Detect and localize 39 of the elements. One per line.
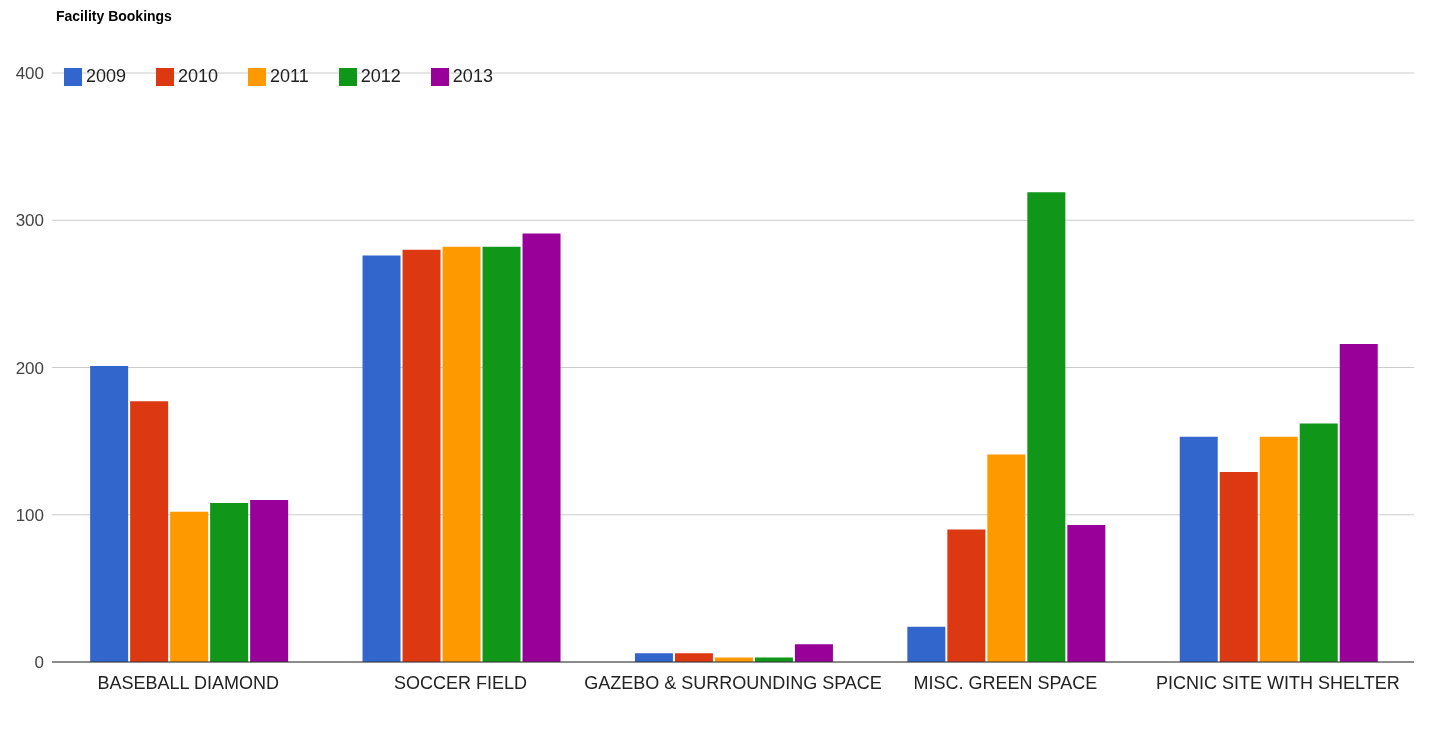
bar xyxy=(130,401,169,662)
bar xyxy=(402,249,441,662)
bar xyxy=(907,626,946,662)
bar xyxy=(250,500,289,662)
y-tick-label: 200 xyxy=(15,358,44,378)
y-tick-label: 300 xyxy=(15,211,44,231)
x-tick-label: MISC. GREEN SPACE xyxy=(913,672,1098,693)
bar xyxy=(482,246,521,662)
legend-label: 2009 xyxy=(86,66,127,86)
legend-label: 2013 xyxy=(452,66,493,86)
bar xyxy=(1219,472,1258,662)
y-tick-label: 400 xyxy=(15,64,44,84)
bar xyxy=(210,502,249,662)
legend-label: 2010 xyxy=(178,66,219,86)
bar xyxy=(90,366,129,662)
bar xyxy=(947,529,986,662)
legend-label: 2012 xyxy=(360,66,401,86)
bar xyxy=(1179,436,1218,662)
y-tick-label: 0 xyxy=(34,653,44,673)
bar xyxy=(1339,343,1378,662)
bar xyxy=(1299,423,1338,662)
x-tick-label: GAZEBO & SURROUNDING SPACE xyxy=(584,672,882,693)
x-tick-label: BASEBALL DIAMOND xyxy=(97,672,279,693)
bar xyxy=(1259,436,1298,662)
bar xyxy=(987,454,1026,662)
bar xyxy=(170,511,209,662)
bar xyxy=(442,246,481,662)
bar xyxy=(1027,192,1066,662)
x-tick-label: PICNIC SITE WITH SHELTER xyxy=(1155,672,1400,693)
bar xyxy=(362,255,401,662)
chart-title: Facility Bookings xyxy=(56,8,172,24)
bar xyxy=(794,644,833,662)
bar xyxy=(522,233,561,662)
bar xyxy=(634,653,673,662)
bar xyxy=(1067,525,1106,662)
y-tick-label: 100 xyxy=(15,505,44,525)
bar xyxy=(674,653,713,662)
x-tick-label: SOCCER FIELD xyxy=(394,672,528,693)
legend-label: 2011 xyxy=(270,66,309,86)
